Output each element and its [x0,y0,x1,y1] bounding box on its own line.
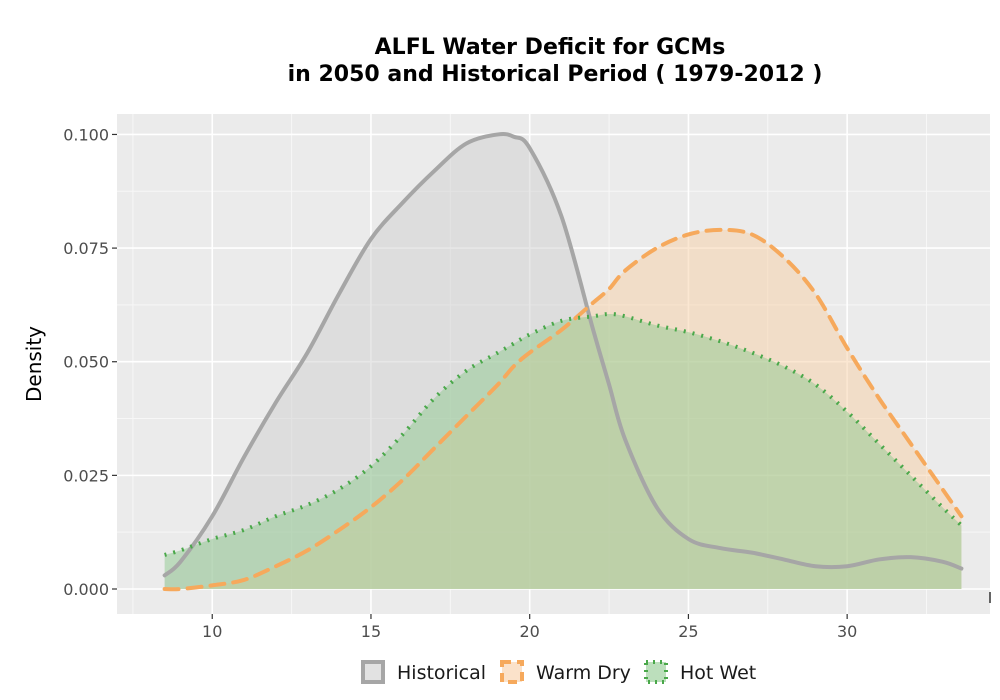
y-tick-label: 0.025 [63,466,109,485]
hot-wet-density-line [164,311,963,557]
warm-dry-legend-swatch-fill [502,662,522,682]
warm-dry-density-line [162,227,964,592]
historical-legend-label: Historical [397,662,486,684]
x-tick-label: 30 [837,622,857,641]
y-tick-label: 0.050 [63,353,109,372]
chart-title-line-1: ALFL Water Deficit for GCMs [375,35,726,60]
hot-wet-legend-label: Hot Wet [680,662,756,684]
chart-title-line-2: in 2050 and Historical Period ( 1979-201… [288,62,823,87]
hot-wet-legend-swatch-fill [646,662,666,682]
y-tick-label: 0.100 [63,125,109,144]
hot-wet-density-area [164,314,962,589]
axis-ticks: 10 15 20 25 30 0.000 0.025 0.050 0.075 0.100 [63,125,857,641]
x-tick-label: 15 [361,622,381,641]
y-tick-label: 0.075 [63,239,109,258]
y-tick-label: 0.000 [63,580,109,599]
x-tick-label: 20 [520,622,540,641]
historical-density-line [162,132,964,578]
warm-dry-legend-label: Warm Dry [536,662,631,684]
x-tick-label: 25 [678,622,698,641]
density-lines [162,132,964,592]
warm-dry-legend-swatch [500,660,524,684]
density-areas [164,134,962,590]
legend: Historical Warm Dry Hot Wet [361,660,756,684]
hot-wet-legend-swatch [644,660,668,684]
x-tick-label: 10 [202,622,222,641]
historical-legend-swatch [361,660,385,684]
y-axis-title: Density [22,326,46,402]
historical-legend-swatch-fill [363,662,383,682]
